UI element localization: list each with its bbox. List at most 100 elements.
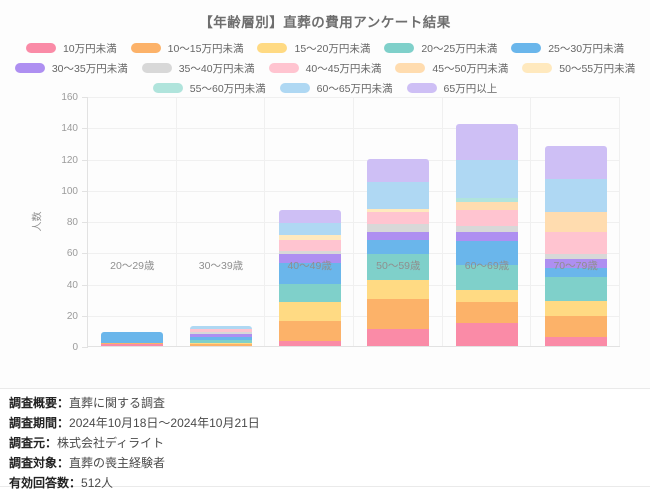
legend-item[interactable]: 60〜65万円未満 (279, 81, 393, 96)
bar-segment-30〜35万円未満 (367, 231, 430, 240)
legend-item[interactable]: 40〜45万円未満 (268, 61, 382, 76)
legend-swatch-icon (141, 63, 172, 73)
legend-swatch-icon (14, 63, 45, 73)
legend-swatch-icon (522, 63, 553, 73)
bar-segment-60〜65万円未満 (456, 160, 518, 198)
legend-item[interactable]: 25〜30万円未満 (511, 41, 624, 56)
h-gridline (88, 315, 620, 317)
bar-segment-65万円以上 (278, 210, 341, 223)
v-gridline (353, 97, 354, 347)
legend-label: 40〜45万円未満 (305, 62, 382, 75)
bar-segment-10万円未満 (367, 328, 430, 346)
y-tick-label: 0 (72, 342, 78, 353)
h-gridline (88, 190, 620, 192)
bar-segment-25〜30万円未満 (544, 267, 607, 278)
bar-segment-20〜25万円未満 (456, 264, 518, 290)
bar-segment-35〜40万円未満 (456, 225, 518, 232)
survey-info-label: 調査元： (9, 436, 58, 450)
legend-item[interactable]: 35〜40万円未満 (141, 61, 255, 76)
bar-segment-25〜30万円未満 (101, 331, 164, 343)
survey-info-label: 調査対象： (9, 456, 70, 470)
bar-segment-40〜45万円未満 (367, 211, 430, 225)
y-tick-mark (82, 347, 88, 348)
y-tick-mark (82, 253, 88, 255)
bar-segment-65万円以上 (544, 146, 607, 179)
bar-segment-10万円未満 (544, 336, 607, 346)
y-tick-mark (82, 97, 88, 98)
survey-info-line: 調査期間：2024年10月18日〜2024年10月21日 (9, 417, 641, 430)
legend-label: 10万円未満 (62, 42, 117, 55)
bar-segment-10〜15万円未満 (456, 302, 518, 323)
legend-label: 30〜35万円未満 (51, 62, 128, 75)
bar-segment-20〜25万円未満 (190, 339, 252, 343)
bar-segment-10〜15万円未満 (190, 344, 252, 346)
bar-segment-40〜45万円未満 (190, 328, 252, 332)
h-gridline (88, 284, 620, 286)
bar-segment-30〜35万円未満 (190, 333, 252, 337)
bar-segment-20〜25万円未満 (367, 253, 430, 281)
survey-info-label: 有効回答数： (9, 476, 82, 490)
legend-swatch-icon (511, 43, 542, 53)
legend-swatch-icon (130, 43, 161, 53)
survey-info-value: 512人 (81, 476, 114, 490)
bar-segment-45〜50万円未満 (456, 202, 518, 211)
legend-item[interactable]: 10〜15万円未満 (130, 41, 244, 56)
legend-item[interactable]: 45〜50万円未満 (395, 61, 508, 76)
legend-item[interactable]: 15〜20万円未満 (257, 41, 370, 56)
y-tick-label: 20 (66, 310, 78, 322)
y-axis-line (87, 97, 88, 347)
bar-segment-30〜35万円未満 (456, 231, 518, 242)
legend-label: 10〜15万円未満 (167, 42, 244, 55)
h-gridline (88, 253, 620, 255)
h-gridline (88, 159, 620, 161)
legend-row: 10万円未満 10〜15万円未満 15〜20万円未満 20〜25万円未満 25〜30万円… (0, 38, 650, 58)
bar-70〜79歳 (544, 146, 607, 346)
legend-item[interactable]: 65万円以上 (406, 81, 498, 96)
legend-item[interactable]: 30〜35万円未満 (14, 61, 128, 76)
survey-info-line: 調査対象：直葬の喪主経験者 (9, 457, 641, 470)
legend-swatch-icon (279, 83, 310, 93)
bar-segment-30〜35万円未満 (544, 258, 607, 268)
y-axis-title: 人数 (32, 211, 44, 232)
x-tick-label: 20〜29歳 (110, 260, 155, 272)
legend-label: 45〜50万円未満 (432, 62, 509, 75)
legend-swatch-icon (25, 43, 56, 53)
legend-swatch-icon (152, 83, 183, 93)
y-tick-mark (82, 190, 88, 192)
h-gridline (88, 97, 620, 98)
legend-label: 65万円以上 (443, 82, 498, 95)
bar-segment-60〜65万円未満 (278, 222, 341, 236)
bar-segment-30〜35万円未満 (278, 253, 341, 264)
legend-label: 25〜30万円未満 (548, 42, 625, 55)
bar-segment-40〜45万円未満 (456, 210, 518, 226)
legend-item[interactable]: 55〜60万円未満 (152, 81, 266, 96)
bar-segment-10万円未満 (101, 344, 164, 346)
y-tick-label: 40 (66, 279, 78, 291)
bar-segment-45〜50万円未満 (544, 211, 607, 232)
bar-segment-65万円以上 (367, 158, 430, 182)
survey-info-label: 調査概要： (9, 396, 70, 410)
v-gridline (175, 97, 177, 347)
h-gridline (88, 222, 620, 223)
y-tick-label: 80 (66, 217, 78, 228)
legend-row: 30〜35万円未満 35〜40万円未満 40〜45万円未満 45〜50万円未満 50〜5… (0, 58, 650, 78)
legend-item[interactable]: 10万円未満 (25, 41, 117, 56)
legend-item[interactable]: 50〜55万円未満 (522, 61, 635, 76)
bar-segment-25〜30万円未満 (278, 263, 341, 284)
y-tick-mark (82, 159, 88, 161)
bar-segment-25〜30万円未満 (456, 241, 518, 265)
bar-segment-65万円以上 (456, 124, 518, 161)
survey-info-line: 調査概要：直葬に関する調査 (9, 397, 641, 410)
x-tick-label: 30〜39歳 (198, 260, 244, 272)
bar-segment-15〜20万円未満 (456, 289, 518, 303)
bar-segment-35〜40万円未満 (190, 331, 252, 334)
legend-swatch-icon (395, 63, 426, 73)
survey-info-label: 調査期間： (9, 416, 70, 430)
legend-swatch-icon (257, 43, 288, 53)
bar-segment-55〜60万円未満 (456, 197, 518, 203)
legend-item[interactable]: 20〜25万円未満 (384, 41, 497, 56)
bar-segment-50〜55万円未満 (367, 208, 430, 212)
survey-info-value: 株式会社ディライト (57, 436, 165, 450)
plot-area: 0 20 40 60 80 100 120 140 160 (61, 92, 620, 353)
y-tick-label: 60 (66, 248, 78, 260)
